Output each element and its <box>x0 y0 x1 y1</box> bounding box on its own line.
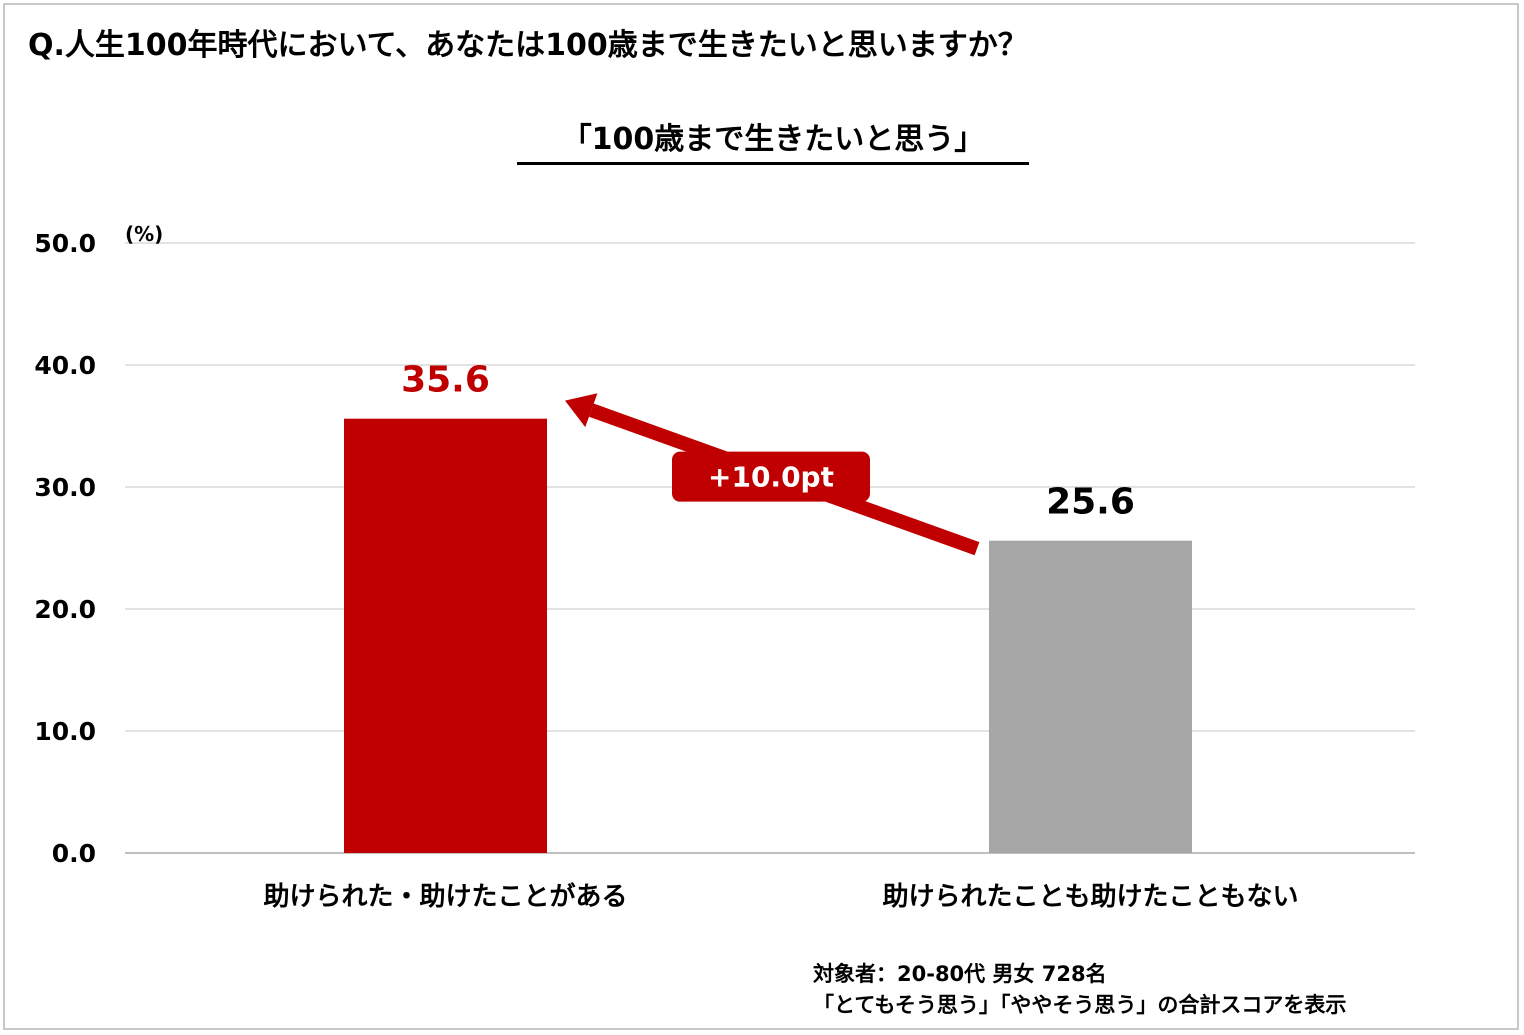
score-note: 「とてもそう思う」「ややそう思う」の合計スコアを表示 <box>813 993 1347 1017</box>
x-tick-label: 助けられたことも助けたこともない <box>882 882 1298 912</box>
y-tick-label: 0.0 <box>52 839 96 868</box>
y-tick-label: 50.0 <box>34 229 96 258</box>
data-label: 25.6 <box>1046 482 1135 523</box>
y-tick-label: 10.0 <box>34 717 96 746</box>
bar <box>989 540 1192 853</box>
y-tick-label: 30.0 <box>34 473 96 502</box>
question-text: Q.人生100年時代において、あなたは100歳まで生きたいと思いますか？ <box>28 28 1028 63</box>
difference-badge <box>672 451 870 502</box>
chart-title: 「100歳まで生きたいと思う」 <box>517 114 1029 165</box>
respondent-note: 対象者：20-80代 男女 728名 <box>813 962 1107 986</box>
x-tick-label: 助けられた・助けたことがある <box>263 881 627 912</box>
y-tick-label: 20.0 <box>34 595 96 624</box>
difference-label: +10.0pt <box>708 461 834 494</box>
chart-frame <box>3 3 1519 1030</box>
arrow-head-icon <box>565 393 598 428</box>
data-label: 35.6 <box>401 360 490 401</box>
y-unit-label: (%) <box>125 222 163 246</box>
y-tick-label: 40.0 <box>34 351 96 380</box>
bar <box>344 418 547 853</box>
